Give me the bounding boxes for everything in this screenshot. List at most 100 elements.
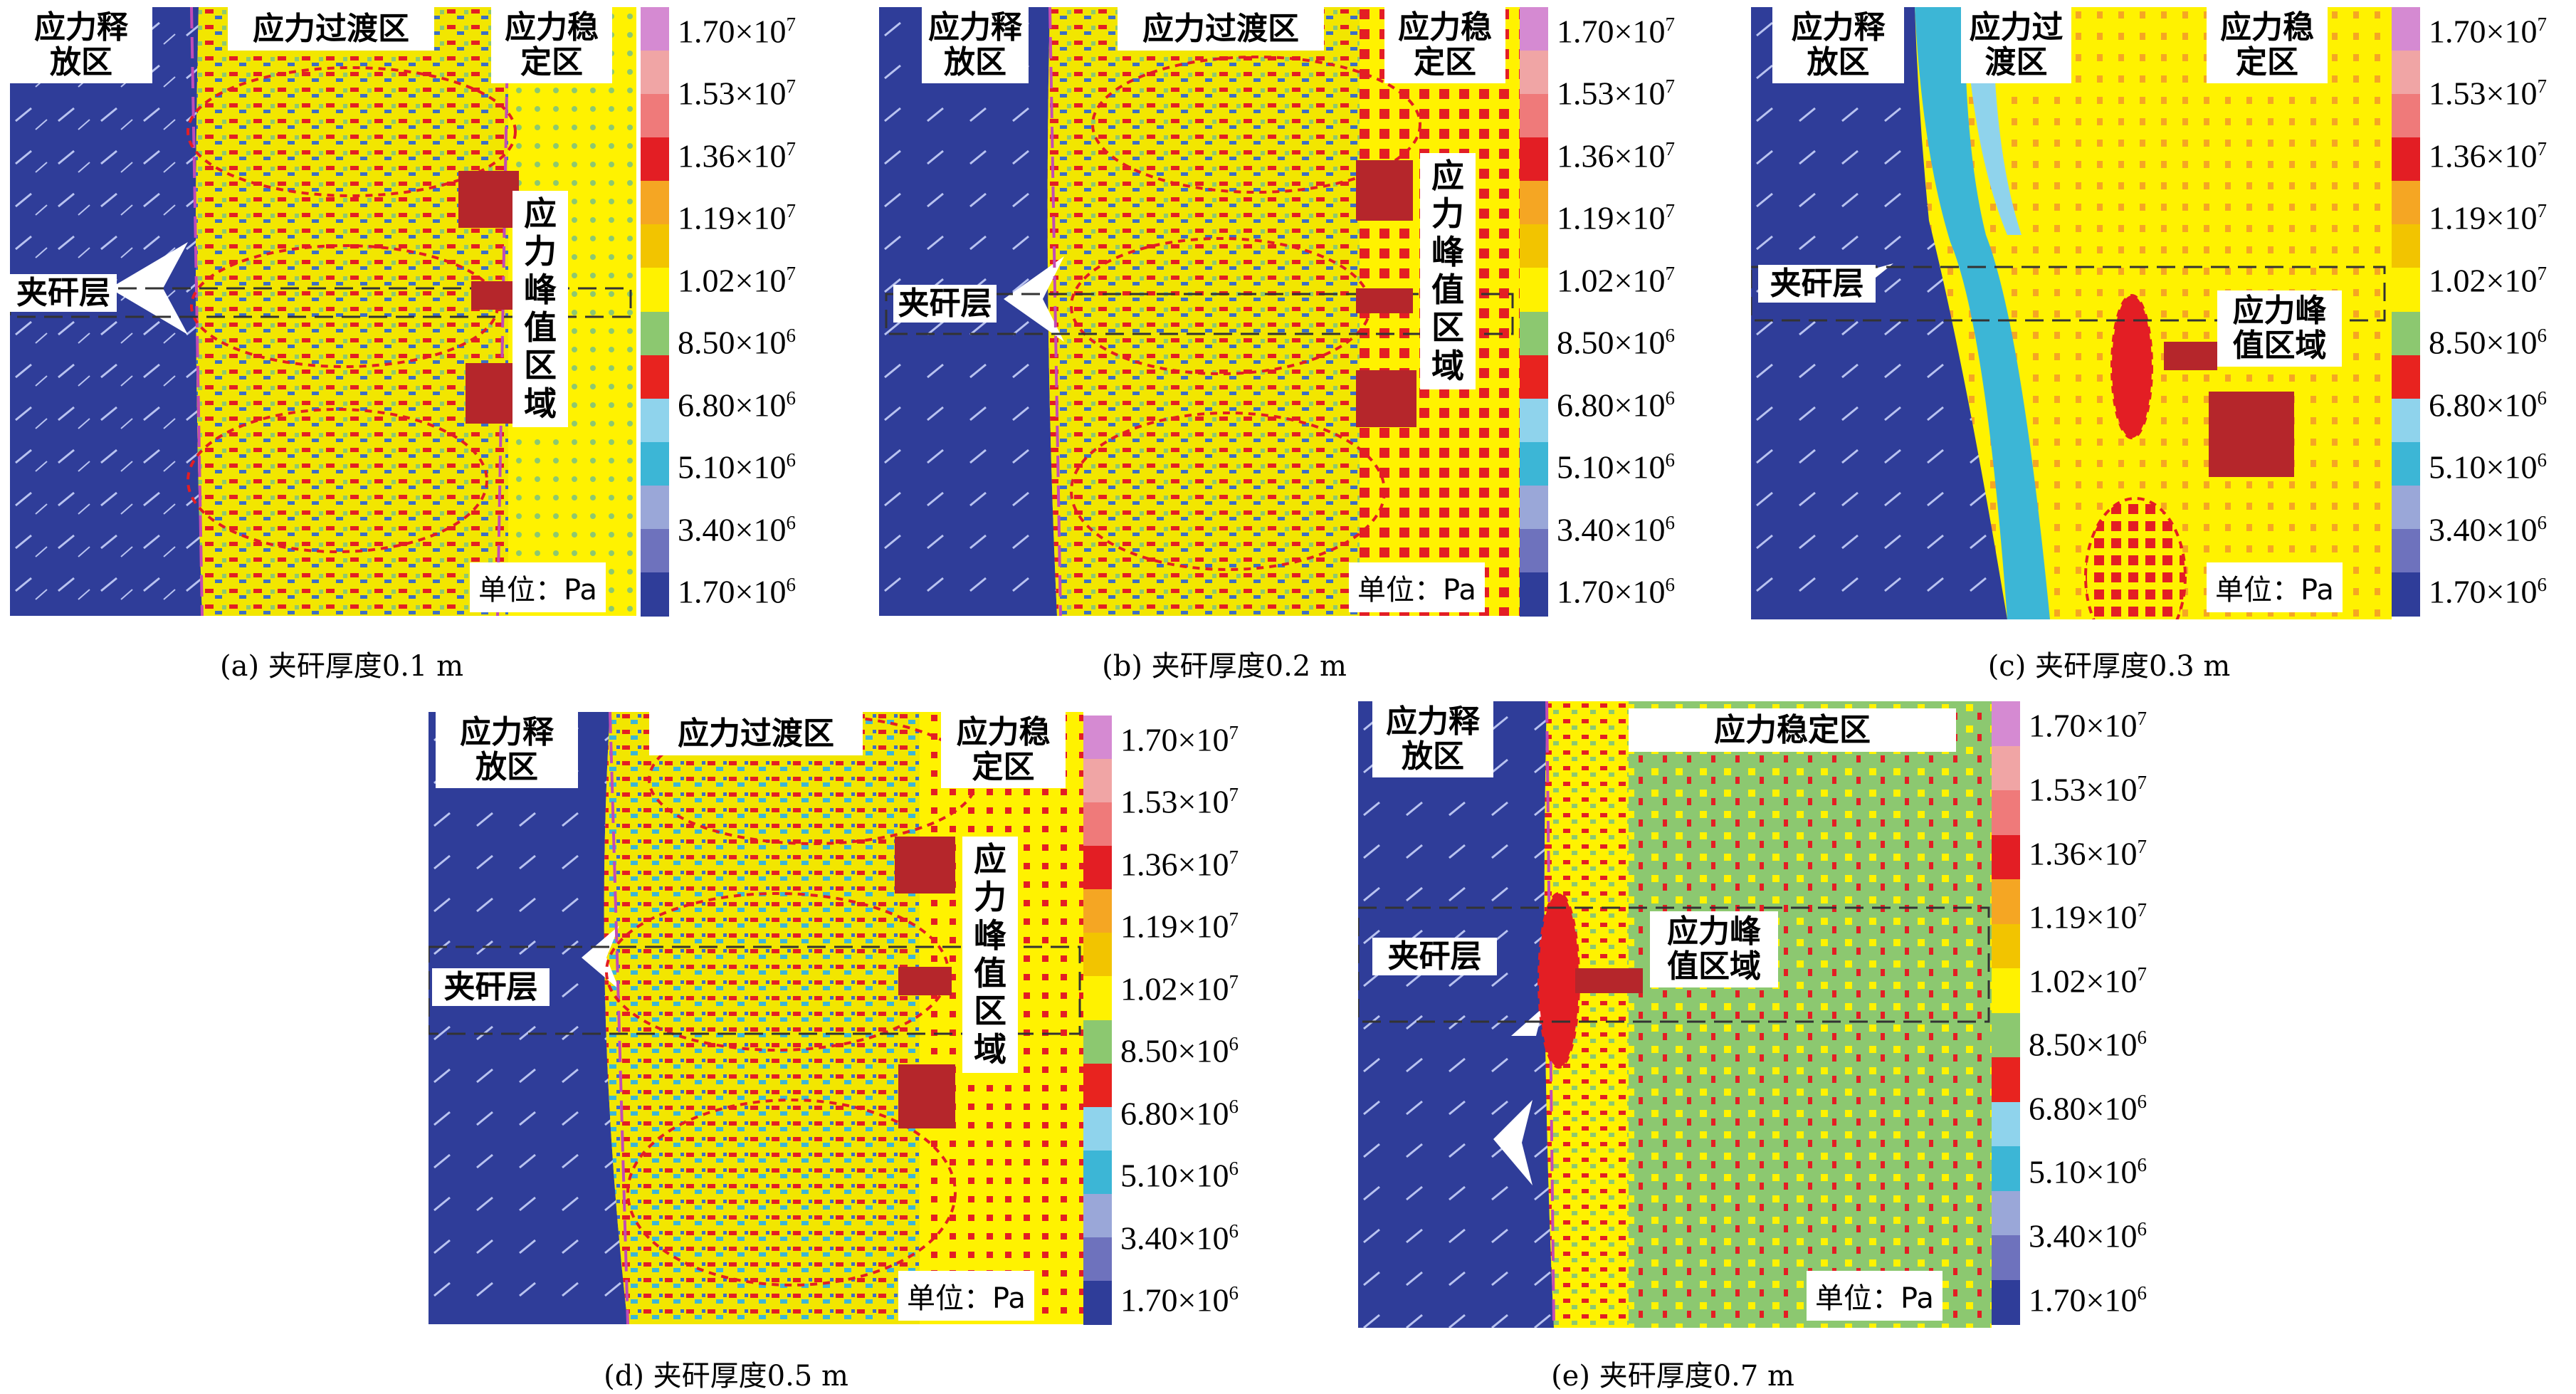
parting-layer-label: 夹矸层	[893, 285, 997, 323]
legend-tick-label: 1.70×107	[678, 13, 796, 50]
legend-swatch	[1520, 268, 1548, 313]
legend-tick-label: 8.50×106	[2429, 324, 2547, 361]
legend-tick-label: 3.40×106	[1557, 511, 1675, 548]
transition-zone-label: 应力过 渡区	[1961, 7, 2071, 83]
panel-d: 应力释 放区 应力过渡区 应力稳 定区 夹矸层 应力峰值区域 单位：Pa	[429, 712, 1083, 1338]
legend-swatch	[2392, 181, 2420, 226]
release-zone-label: 应力释 放区	[1772, 7, 1904, 83]
legend-tick-label: 1.02×107	[678, 262, 796, 299]
legend-tick-label: 5.10×106	[2029, 1153, 2147, 1190]
peak-zone-label: 应力峰值区域	[1420, 153, 1476, 390]
parting-layer-label: 夹矸层	[432, 968, 550, 1007]
legend-swatch	[1992, 834, 2020, 880]
legend-swatch	[2392, 572, 2420, 617]
stress-field-b	[879, 7, 1520, 616]
peak-zone-label: 应力峰值区域	[962, 837, 1018, 1074]
caption-b: (b) 夹矸厚度0.2 m	[1102, 650, 1347, 683]
legend-swatch	[2392, 311, 2420, 356]
legend-swatch	[1520, 181, 1548, 226]
stress-field-d-svg	[429, 712, 1083, 1324]
legend-tick-label: 8.50×106	[1557, 324, 1675, 361]
stable-zone-label: 应力稳 定区	[1384, 7, 1505, 83]
caption-d: (d) 夹矸厚度0.5 m	[604, 1360, 848, 1393]
stress-field-d	[429, 712, 1083, 1324]
legend-a: 1.70×107 1.53×107 1.36×107 1.19×107 1.02×107…	[641, 7, 893, 617]
legend-c: 1.70×107 1.53×107 1.36×107 1.19×107 1.02×107…	[2392, 7, 2576, 617]
legend-swatch	[1992, 1235, 2020, 1281]
legend-tick-label: 1.70×106	[1120, 1282, 1239, 1319]
unit-label: 单位：Pa	[1349, 562, 1485, 612]
legend-swatch	[1083, 716, 1112, 760]
legend-d: 1.70×107 1.53×107 1.36×107 1.19×107 1.02×107…	[1083, 716, 1336, 1325]
legend-tick-label: 5.10×106	[2429, 449, 2547, 486]
legend-tick-label: 1.36×107	[2029, 835, 2147, 872]
panel-b: 应力释 放区 应力过渡区 应力稳 定区 夹矸层 应力峰值区域 单位：Pa	[879, 0, 1520, 627]
legend-tick-label: 1.36×107	[1557, 137, 1675, 174]
legend-tick-label: 1.53×107	[1120, 783, 1239, 820]
release-zone-label: 应力释 放区	[922, 7, 1029, 83]
legend-swatch	[2392, 441, 2420, 486]
unit-label: 单位：Pa	[1807, 1271, 1942, 1321]
legend-swatch	[1083, 802, 1112, 847]
legend-swatch	[1083, 1193, 1112, 1238]
legend-swatch	[641, 528, 669, 573]
legend-tick-label: 1.53×107	[2429, 75, 2547, 112]
legend-swatch	[1992, 701, 2020, 747]
legend-tick-label: 1.19×107	[2029, 898, 2147, 936]
transition-zone-label: 应力过渡区	[1118, 7, 1324, 51]
peak-zone-label: 应力峰 值区域	[2217, 290, 2342, 367]
legend-swatch	[641, 441, 669, 486]
legend-swatch	[1520, 398, 1548, 443]
legend-swatch	[2392, 94, 2420, 139]
release-zone-label: 应力释 放区	[436, 712, 578, 788]
legend-swatch	[641, 311, 669, 356]
legend-tick-label: 3.40×106	[2429, 511, 2547, 548]
legend-swatch	[641, 137, 669, 182]
legend-tick-label: 1.53×107	[678, 75, 796, 112]
legend-swatch	[2392, 137, 2420, 182]
caption-e: (e) 夹矸厚度0.7 m	[1551, 1360, 1794, 1393]
release-zone-label: 应力释 放区	[1372, 701, 1493, 777]
legend-swatch	[1992, 745, 2020, 791]
legend-swatch	[1083, 1020, 1112, 1064]
legend-swatch	[641, 572, 669, 617]
legend-swatch	[1083, 1150, 1112, 1195]
legend-tick-label: 1.02×107	[2429, 262, 2547, 299]
legend-tick-label: 1.36×107	[1120, 846, 1239, 883]
caption-c: (c) 夹矸厚度0.3 m	[1987, 650, 2231, 683]
legend-tick-label: 1.02×107	[1557, 262, 1675, 299]
legend-swatch	[641, 94, 669, 139]
legend-tick-label: 1.70×107	[2029, 707, 2147, 744]
legend-tick-label: 3.40×106	[678, 511, 796, 548]
unit-label: 单位：Pa	[898, 1271, 1034, 1321]
legend-swatch	[1992, 1279, 2020, 1325]
legend-b: 1.70×107 1.53×107 1.36×107 1.19×107 1.02×107…	[1520, 7, 1772, 617]
legend-swatch	[1992, 879, 2020, 925]
stable-zone-label: 应力稳 定区	[2207, 7, 2328, 83]
legend-tick-label: 5.10×106	[1557, 449, 1675, 486]
legend-swatch	[1520, 94, 1548, 139]
legend-swatch	[1520, 224, 1548, 269]
legend-tick-label: 1.70×107	[1120, 721, 1239, 758]
legend-tick-label: 1.19×107	[678, 199, 796, 236]
legend-swatch	[1992, 1190, 2020, 1236]
legend-tick-label: 6.80×106	[2429, 387, 2547, 424]
panel-e: 应力释 放区 应力稳定区 夹矸层 应力峰 值区域 单位：Pa	[1358, 701, 1992, 1328]
legend-tick-label: 1.53×107	[1557, 75, 1675, 112]
legend-tick-label: 1.70×107	[2429, 13, 2547, 50]
legend-swatch	[1083, 1063, 1112, 1108]
legend-swatch	[1083, 933, 1112, 978]
legend-tick-label: 1.19×107	[2429, 199, 2547, 236]
legend-swatch	[1992, 1012, 2020, 1058]
transition-zone-label: 应力过渡区	[228, 7, 434, 51]
legend-swatch	[1992, 790, 2020, 836]
legend-tick-label: 1.36×107	[678, 137, 796, 174]
legend-swatch	[641, 7, 669, 52]
legend-swatch	[1083, 759, 1112, 804]
legend-swatch	[2392, 528, 2420, 573]
parting-layer-label: 夹矸层	[10, 274, 117, 313]
caption-a: (a) 夹矸厚度0.1 m	[219, 650, 464, 683]
legend-swatch	[1520, 528, 1548, 573]
legend-swatch	[1992, 1146, 2020, 1192]
legend-tick-label: 8.50×106	[678, 324, 796, 361]
